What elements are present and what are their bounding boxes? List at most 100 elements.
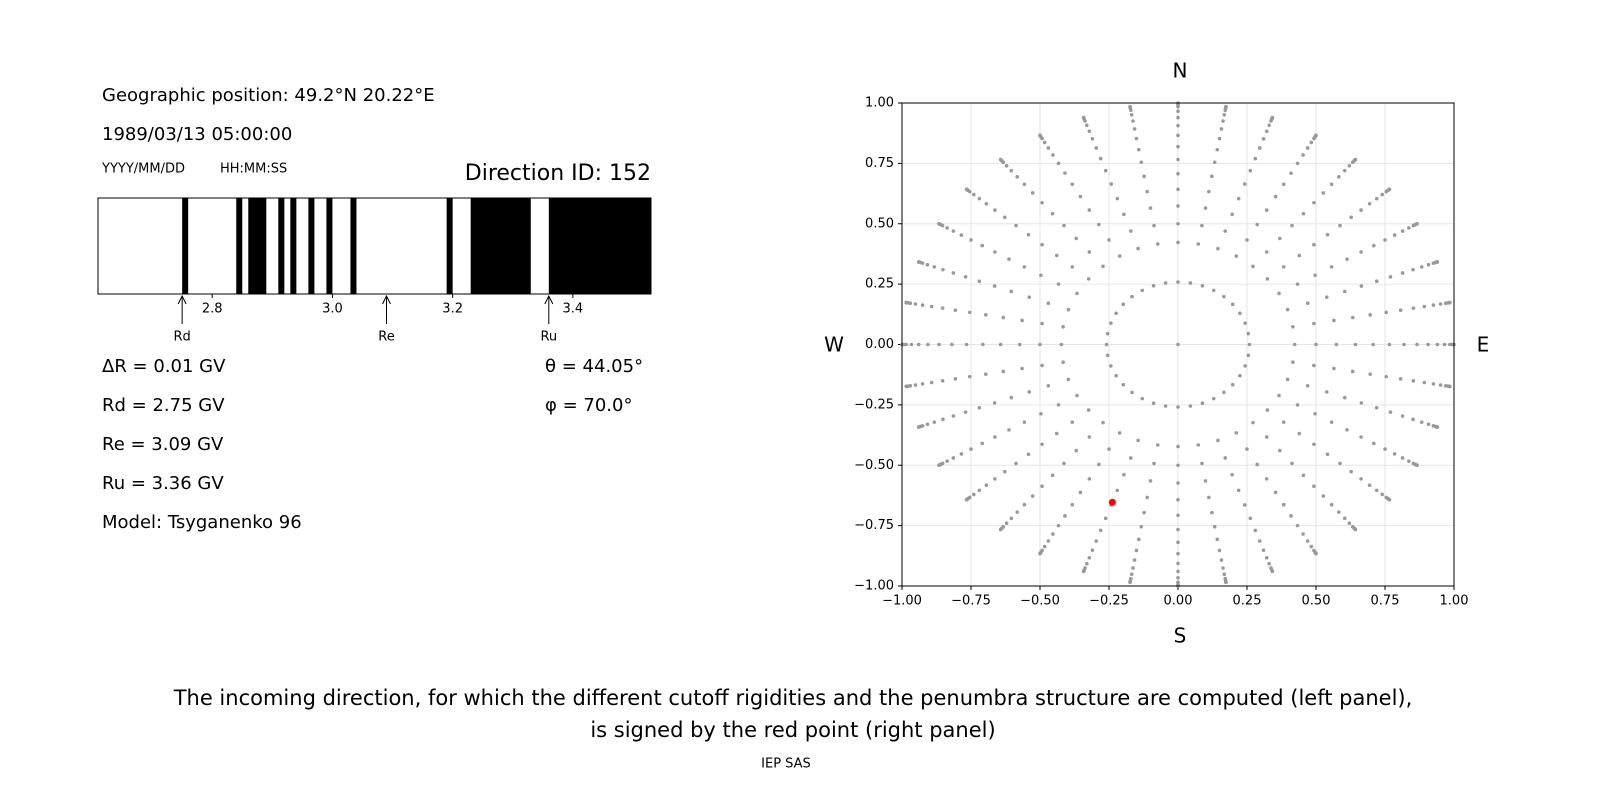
forbidden-band xyxy=(278,198,285,294)
direction-point xyxy=(1121,382,1126,387)
direction-point xyxy=(1163,404,1168,408)
direction-point xyxy=(1109,364,1113,368)
direction-point xyxy=(1415,463,1419,468)
forbidden-band xyxy=(290,198,297,294)
direction-point xyxy=(1200,461,1204,466)
direction-point xyxy=(1176,115,1180,120)
direction-point xyxy=(1314,551,1318,556)
direction-point xyxy=(1140,396,1145,401)
direction-point xyxy=(977,488,982,493)
direction-point xyxy=(1062,461,1066,466)
direction-point xyxy=(1448,300,1452,305)
forbidden-band xyxy=(236,198,243,294)
direction-point xyxy=(1312,321,1316,326)
direction-point xyxy=(1321,191,1326,195)
direction-point xyxy=(1094,146,1099,150)
direction-point xyxy=(981,342,985,347)
direction-point xyxy=(1264,477,1269,481)
direction-point xyxy=(1329,502,1334,507)
model: Model: Tsyganenko 96 xyxy=(102,512,302,533)
direction-point xyxy=(1371,441,1376,446)
direction-point xyxy=(1188,281,1193,285)
direction-point xyxy=(977,279,982,284)
direction-point xyxy=(1334,342,1339,347)
direction-point xyxy=(1212,160,1217,165)
direction-point xyxy=(959,452,964,456)
direction-point xyxy=(1087,129,1092,134)
direction-point xyxy=(1253,156,1258,161)
direction-point xyxy=(1359,208,1363,212)
direction-point xyxy=(1236,488,1241,493)
direction-point xyxy=(1392,452,1397,456)
direction-point xyxy=(1129,229,1133,233)
direction-point xyxy=(1176,157,1180,162)
direction-point xyxy=(969,238,973,242)
direction-point xyxy=(1015,175,1020,179)
direction-point xyxy=(1342,516,1347,521)
direction-point xyxy=(1176,463,1180,468)
direction-point xyxy=(1176,513,1180,518)
direction-point xyxy=(1200,283,1205,288)
selected-direction xyxy=(1108,498,1116,506)
direction-point xyxy=(1264,129,1269,134)
direction-point xyxy=(1251,264,1255,269)
direction-point xyxy=(1038,551,1042,556)
direction-point xyxy=(1128,580,1132,585)
direction-point xyxy=(1009,516,1014,521)
direction-point xyxy=(1059,342,1064,347)
direction-point xyxy=(1234,254,1239,258)
direction-point xyxy=(1022,502,1027,507)
direction-point xyxy=(1400,271,1405,275)
direction-point xyxy=(1332,318,1336,323)
direction-point xyxy=(1267,123,1271,128)
direction-point xyxy=(941,267,945,272)
rd: Rd = 2.75 GV xyxy=(102,395,225,416)
direction-point xyxy=(1039,411,1043,416)
direction-point xyxy=(1026,452,1031,457)
direction-point xyxy=(1210,174,1214,179)
theta: θ = 44.05° xyxy=(545,356,643,377)
position: Geographic position: 49.2°N 20.22°E xyxy=(102,85,435,106)
x-tick-label: 0.00 xyxy=(1164,594,1193,609)
direction-point xyxy=(1217,136,1222,141)
caption-line: The incoming direction, for which the di… xyxy=(173,686,1413,710)
direction-point xyxy=(951,456,956,460)
direction-point xyxy=(1176,109,1180,114)
direction-point xyxy=(1388,275,1393,279)
direction-point xyxy=(1301,473,1306,478)
y-tick-label: 0.50 xyxy=(865,216,894,231)
y-tick-label: −0.50 xyxy=(854,458,894,473)
direction-point xyxy=(992,401,997,405)
direction-point xyxy=(1054,431,1059,436)
direction-point xyxy=(1380,492,1385,497)
direction-point xyxy=(1219,558,1224,562)
direction-point xyxy=(909,342,914,347)
direction-point xyxy=(1122,472,1126,477)
direction-point xyxy=(1054,253,1059,258)
direction-point xyxy=(951,414,956,418)
direction-point xyxy=(1309,544,1314,549)
direction-point xyxy=(959,233,964,237)
direction-point xyxy=(993,435,997,439)
direction-point xyxy=(1419,420,1424,424)
direction-point xyxy=(1242,182,1247,186)
direction-point xyxy=(1176,123,1180,128)
north: N xyxy=(1173,59,1188,83)
direction-point xyxy=(1374,488,1379,493)
direction-point xyxy=(1152,461,1156,466)
direction-point xyxy=(1426,342,1430,347)
direction-point xyxy=(1085,561,1089,566)
direction-point xyxy=(984,483,989,487)
direction-point xyxy=(1367,202,1372,206)
direction-point xyxy=(1109,321,1113,325)
direction-point xyxy=(1176,144,1180,149)
forbidden-band xyxy=(248,198,267,294)
direction-point xyxy=(1415,221,1419,226)
direction-point xyxy=(1248,168,1253,173)
direction-point xyxy=(1411,306,1416,310)
y-tick-label: 0.25 xyxy=(865,277,894,292)
direction-point xyxy=(1407,226,1411,230)
direction-point xyxy=(1151,401,1156,406)
direction-point xyxy=(1329,265,1334,269)
